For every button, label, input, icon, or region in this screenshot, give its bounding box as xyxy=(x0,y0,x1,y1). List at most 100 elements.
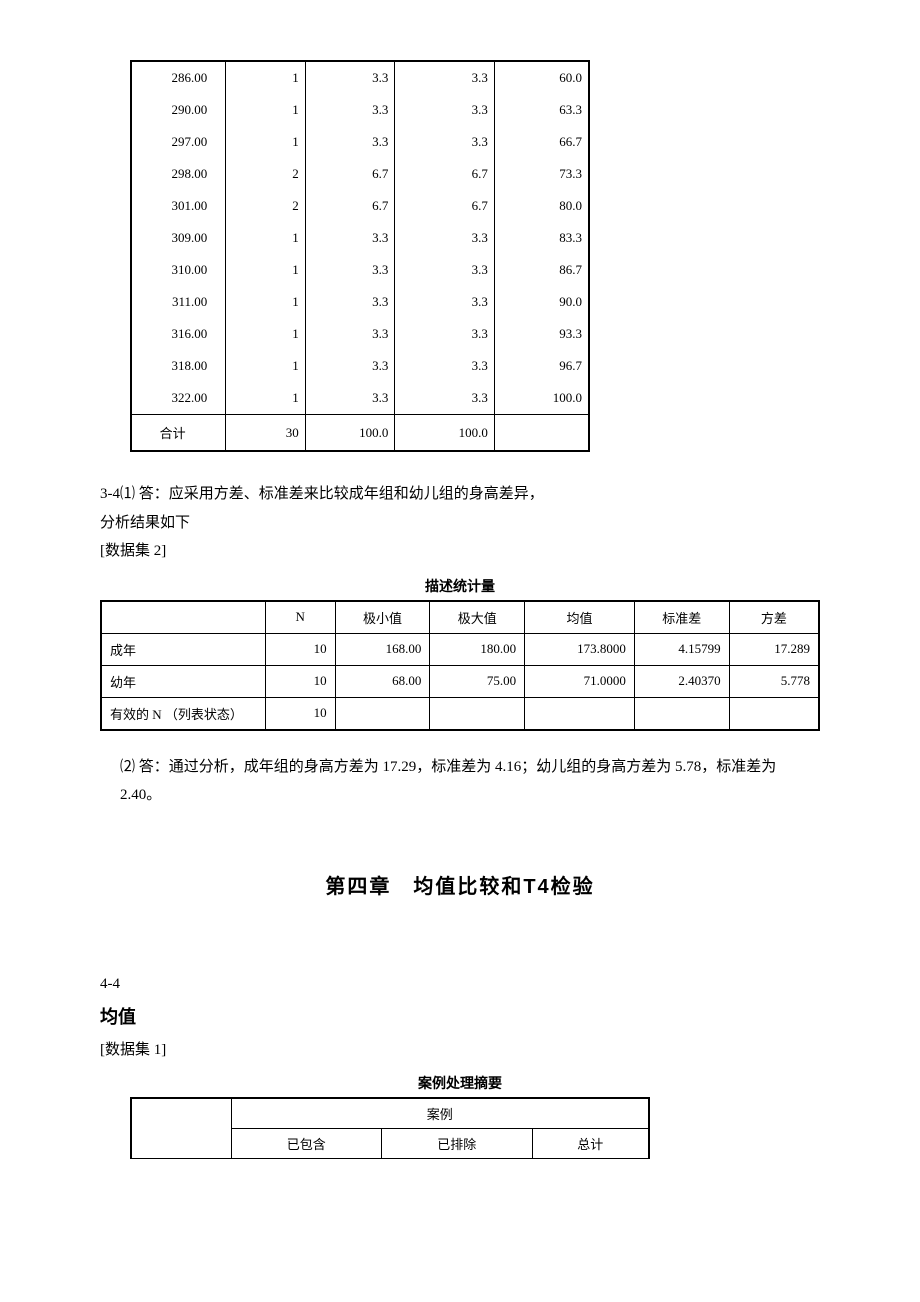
table-row: 318.0013.33.396.7 xyxy=(131,350,589,382)
table-row: 311.0013.33.390.0 xyxy=(131,286,589,318)
freq-cell: 3.3 xyxy=(305,254,395,286)
freq-cell: 3.3 xyxy=(305,350,395,382)
freq-cell: 286.00 xyxy=(131,61,226,94)
desc-cell xyxy=(729,697,819,730)
freq-total-row: 合计30100.0100.0 xyxy=(131,415,589,452)
freq-cell: 290.00 xyxy=(131,94,226,126)
desc-cell: 168.00 xyxy=(335,633,430,665)
freq-cell: 3.3 xyxy=(395,222,495,254)
freq-cell: 1 xyxy=(226,94,306,126)
freq-cell: 297.00 xyxy=(131,126,226,158)
freq-cell: 316.00 xyxy=(131,318,226,350)
desc-header-max: 极大值 xyxy=(430,601,525,634)
freq-cell: 322.00 xyxy=(131,382,226,415)
case-sub-excluded: 已排除 xyxy=(382,1128,533,1158)
desc-cell xyxy=(430,697,525,730)
case-summary-table: 案例 已包含 已排除 总计 xyxy=(130,1097,650,1159)
freq-cell: 1 xyxy=(226,318,306,350)
desc-cell: 17.289 xyxy=(729,633,819,665)
freq-cell: 3.3 xyxy=(305,61,395,94)
case-blank-cell xyxy=(131,1098,231,1159)
desc-cell: 173.8000 xyxy=(525,633,635,665)
desc-cell: 幼年 xyxy=(101,665,265,697)
desc-cell: 2.40370 xyxy=(634,665,729,697)
answer-2-text: ⑵ 答：通过分析，成年组的身高方差为 17.29，标准差为 4.16；幼儿组的身… xyxy=(120,753,800,810)
desc-cell: 有效的 N （列表状态） xyxy=(101,697,265,730)
freq-cell: 3.3 xyxy=(395,318,495,350)
q34-line1: 3-4⑴ 答：应采用方差、标准差来比较成年组和幼儿组的身高差异， xyxy=(100,480,820,509)
freq-cell: 90.0 xyxy=(494,286,589,318)
section-4-4: 4-4 均值 [数据集 1] xyxy=(100,969,820,1065)
table-row: 322.0013.33.3100.0 xyxy=(131,382,589,415)
table-row: 286.0013.33.360.0 xyxy=(131,61,589,94)
freq-cell: 73.3 xyxy=(494,158,589,190)
freq-cell: 100.0 xyxy=(494,382,589,415)
table-row: 316.0013.33.393.3 xyxy=(131,318,589,350)
freq-total-cell: 100.0 xyxy=(305,415,395,452)
freq-cell: 1 xyxy=(226,254,306,286)
freq-cell: 3.3 xyxy=(305,94,395,126)
freq-cell: 1 xyxy=(226,126,306,158)
freq-cell: 3.3 xyxy=(395,126,495,158)
freq-cell: 3.3 xyxy=(395,382,495,415)
freq-cell: 298.00 xyxy=(131,158,226,190)
table-row: 290.0013.33.363.3 xyxy=(131,94,589,126)
freq-cell: 3.3 xyxy=(395,61,495,94)
freq-cell: 1 xyxy=(226,61,306,94)
freq-cell: 311.00 xyxy=(131,286,226,318)
freq-cell: 1 xyxy=(226,382,306,415)
desc-cell: 180.00 xyxy=(430,633,525,665)
desc-cell xyxy=(335,697,430,730)
freq-total-cell: 合计 xyxy=(131,415,226,452)
desc-cell: 75.00 xyxy=(430,665,525,697)
table-row: 有效的 N （列表状态）10 xyxy=(101,697,819,730)
desc-header-std: 标准差 xyxy=(634,601,729,634)
desc-header-n: N xyxy=(265,601,335,634)
freq-cell: 3.3 xyxy=(395,94,495,126)
desc-cell: 10 xyxy=(265,633,335,665)
freq-cell: 6.7 xyxy=(305,158,395,190)
table-row: 297.0013.33.366.7 xyxy=(131,126,589,158)
freq-cell: 3.3 xyxy=(395,286,495,318)
freq-cell: 3.3 xyxy=(395,254,495,286)
freq-cell: 1 xyxy=(226,350,306,382)
desc-header-min: 极小值 xyxy=(335,601,430,634)
question-3-4-1: 3-4⑴ 答：应采用方差、标准差来比较成年组和幼儿组的身高差异， 分析结果如下 … xyxy=(100,480,820,566)
dataset-1-label: [数据集 1] xyxy=(100,1035,820,1065)
table-row: 298.0026.76.773.3 xyxy=(131,158,589,190)
mean-heading: 均值 xyxy=(100,999,820,1035)
desc-cell: 成年 xyxy=(101,633,265,665)
chapter-4-title: 第四章 均值比较和T4检验 xyxy=(100,870,820,899)
table-row: 成年10168.00180.00173.80004.1579917.289 xyxy=(101,633,819,665)
table-row: 301.0026.76.780.0 xyxy=(131,190,589,222)
desc-cell: 71.0000 xyxy=(525,665,635,697)
case-sub-included: 已包含 xyxy=(231,1128,382,1158)
table-row: 309.0013.33.383.3 xyxy=(131,222,589,254)
desc-header-blank xyxy=(101,601,265,634)
q34-line2: 分析结果如下 xyxy=(100,509,820,538)
freq-cell: 60.0 xyxy=(494,61,589,94)
freq-cell: 3.3 xyxy=(305,126,395,158)
sec44-number: 4-4 xyxy=(100,969,820,999)
freq-cell: 3.3 xyxy=(305,382,395,415)
freq-cell: 310.00 xyxy=(131,254,226,286)
freq-cell: 6.7 xyxy=(305,190,395,222)
desc-cell: 5.778 xyxy=(729,665,819,697)
desc-cell: 10 xyxy=(265,665,335,697)
freq-cell: 83.3 xyxy=(494,222,589,254)
freq-total-cell xyxy=(494,415,589,452)
freq-cell: 301.00 xyxy=(131,190,226,222)
freq-total-cell: 100.0 xyxy=(395,415,495,452)
q34-line3: [数据集 2] xyxy=(100,537,820,566)
desc-cell xyxy=(634,697,729,730)
desc-stats-title: 描述统计量 xyxy=(100,576,820,596)
freq-cell: 309.00 xyxy=(131,222,226,254)
desc-cell: 10 xyxy=(265,697,335,730)
freq-cell: 318.00 xyxy=(131,350,226,382)
freq-cell: 3.3 xyxy=(305,286,395,318)
desc-cell xyxy=(525,697,635,730)
descriptive-stats-table: N 极小值 极大值 均值 标准差 方差 成年10168.00180.00173.… xyxy=(100,600,820,731)
desc-header-var: 方差 xyxy=(729,601,819,634)
case-sub-total: 总计 xyxy=(532,1128,649,1158)
freq-cell: 86.7 xyxy=(494,254,589,286)
